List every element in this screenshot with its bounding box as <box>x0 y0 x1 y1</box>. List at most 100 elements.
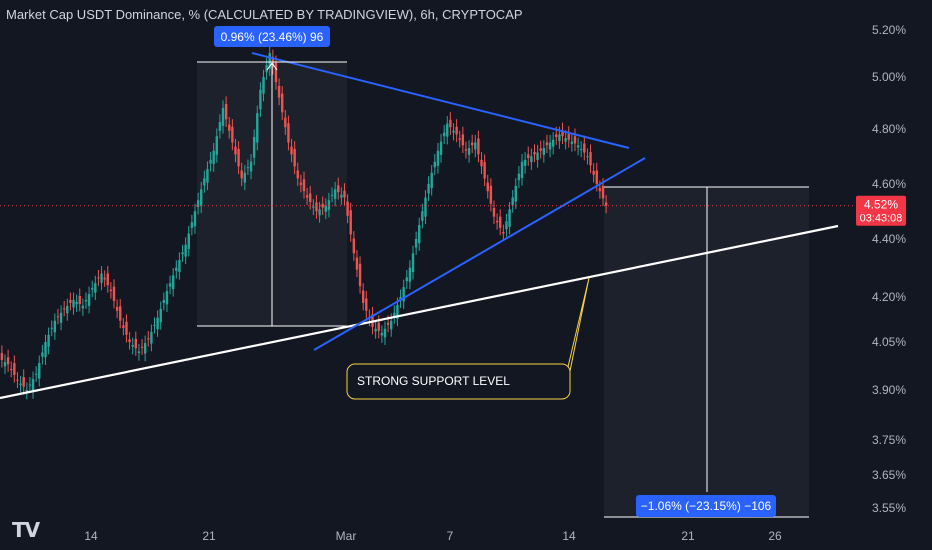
candle-up <box>520 161 524 178</box>
candle-up <box>505 221 508 230</box>
measure-down-label: −1.06% (−23.15%) −106 <box>641 499 772 513</box>
candle-down <box>134 338 138 349</box>
callout-pointer <box>566 277 590 372</box>
candle-down <box>486 182 489 192</box>
candle-down <box>355 257 359 270</box>
candle-up <box>41 352 44 357</box>
candle-down <box>573 136 577 144</box>
candle-up <box>221 107 225 126</box>
candle-up <box>558 134 561 142</box>
candle-down <box>483 162 486 179</box>
candle-up <box>312 206 315 208</box>
x-axis[interactable]: 14 21 Mar 7 14 21 26 <box>84 529 782 543</box>
candle-up <box>66 305 69 314</box>
candle-down <box>284 117 287 128</box>
candle-up <box>178 259 181 273</box>
candle-up <box>75 301 78 305</box>
candle-down <box>352 238 356 254</box>
candle-up <box>474 142 477 150</box>
candle-down <box>237 148 240 167</box>
candle-down <box>477 138 480 155</box>
candle-up <box>530 156 533 163</box>
candle-up <box>168 283 172 287</box>
x-tick-label: 7 <box>447 529 454 543</box>
candle-down <box>492 207 496 217</box>
candle-up <box>175 267 178 272</box>
candle-up <box>215 136 218 155</box>
candle-down <box>470 142 474 146</box>
candle-down <box>240 170 243 179</box>
candle-down <box>545 142 549 146</box>
candle-up <box>193 211 197 227</box>
triangle-upper-trendline <box>251 52 630 149</box>
price-label-value: 4.52% <box>864 198 898 212</box>
y-tick-label: 5.00% <box>872 70 906 84</box>
y-tick-label: 5.20% <box>872 23 906 37</box>
candle-down <box>343 190 346 198</box>
candle-down <box>601 185 605 199</box>
candle-up <box>171 275 175 290</box>
measure-down-label-bg <box>636 495 776 517</box>
candle-down <box>592 170 595 175</box>
candle-up <box>44 342 47 358</box>
candle-down <box>287 123 290 143</box>
candle-down <box>598 188 602 192</box>
candle-down <box>228 124 231 131</box>
candle-down <box>299 182 303 185</box>
candle-up <box>536 152 539 160</box>
candle-up <box>340 194 343 198</box>
candle-up <box>452 130 455 133</box>
candle-up <box>396 304 399 319</box>
candle-down <box>115 306 119 311</box>
candle-down <box>365 298 368 311</box>
candle-up <box>402 287 405 302</box>
x-tick-label: 21 <box>202 529 216 543</box>
candle-up <box>262 77 265 94</box>
candle-up <box>330 194 334 196</box>
candle-down <box>56 316 60 318</box>
candle-up <box>390 320 393 330</box>
candle-up <box>200 189 203 206</box>
candle-down <box>480 159 483 167</box>
candle-down <box>449 119 452 128</box>
candle-up <box>414 239 418 248</box>
annotation-labels: 0.96% (23.46%) 96 −1.06% (−23.15%) −106 ST… <box>214 26 906 517</box>
candle-up <box>131 345 134 347</box>
candle-up <box>3 362 7 367</box>
candle-down <box>305 195 309 198</box>
candle-down <box>16 379 19 381</box>
candle-down <box>309 193 312 203</box>
candle-down <box>290 146 293 155</box>
candle-down <box>527 154 530 159</box>
candle-down <box>386 322 390 325</box>
candle-up <box>190 222 194 228</box>
candle-down <box>461 134 465 146</box>
candle-up <box>579 148 583 150</box>
candle-down <box>147 338 150 340</box>
candle-down <box>293 148 296 167</box>
candle-up <box>165 291 169 305</box>
candle-up <box>252 137 256 158</box>
candle-down <box>361 290 365 303</box>
candle-down <box>69 299 72 303</box>
candle-up <box>523 159 527 166</box>
candle-up <box>586 156 589 158</box>
candle-up <box>256 113 259 143</box>
candle-up <box>511 197 514 206</box>
candle-down <box>358 263 362 287</box>
candle-up <box>446 123 449 137</box>
candle-up <box>442 132 446 137</box>
candle-down <box>502 231 505 234</box>
candle-down <box>495 220 499 223</box>
candle-down <box>377 322 380 331</box>
candle-down <box>464 149 468 151</box>
candle-up <box>47 334 50 347</box>
candle-down <box>106 273 109 286</box>
measure-up-label: 0.96% (23.46%) 96 <box>221 30 324 44</box>
x-tick-label: 26 <box>768 529 782 543</box>
candle-down <box>119 306 122 321</box>
candle-up <box>81 305 85 309</box>
y-axis[interactable]: 5.20% 5.00% 4.80% 4.60% 4.40% 4.20% 4.05% 3.90%… <box>872 23 906 515</box>
candle-up <box>206 169 209 183</box>
